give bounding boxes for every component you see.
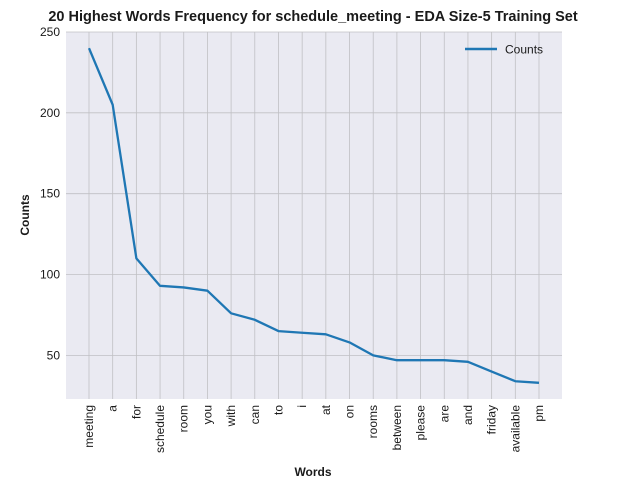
y-tick-label: 150 xyxy=(40,187,60,201)
x-tick-label: you xyxy=(200,405,214,424)
series-line-counts xyxy=(87,47,540,384)
x-tick-label: rooms xyxy=(366,405,380,438)
y-axis-label: Counts xyxy=(18,194,32,236)
x-axis-ticks: meeting a for schedule room you with can to i at on… xyxy=(82,404,546,453)
x-tick-label: are xyxy=(437,405,451,423)
legend: Counts xyxy=(465,43,543,57)
x-tick-label: pm xyxy=(532,405,546,422)
y-tick-label: 50 xyxy=(47,348,61,362)
x-tick-label: meeting xyxy=(82,405,96,448)
grid xyxy=(66,31,562,399)
x-tick-label: on xyxy=(343,405,357,418)
x-tick-label: between xyxy=(390,405,404,450)
y-axis-ticks: 50 100 150 200 250 xyxy=(40,25,60,362)
y-tick-label: 250 xyxy=(40,25,60,39)
x-tick-label: room xyxy=(177,405,191,432)
legend-label-counts: Counts xyxy=(505,43,543,57)
y-tick-label: 100 xyxy=(40,268,60,282)
x-tick-label: available xyxy=(508,405,522,453)
chart-title: 20 Highest Words Frequency for schedule_… xyxy=(48,9,578,25)
x-tick-label: can xyxy=(248,405,262,424)
x-tick-label: i xyxy=(295,405,309,408)
x-axis-label: Words xyxy=(294,465,331,479)
x-tick-label: schedule xyxy=(153,405,167,453)
x-tick-label: at xyxy=(319,404,333,415)
x-tick-label: with xyxy=(224,405,238,427)
y-tick-label: 200 xyxy=(40,106,60,120)
series-group xyxy=(87,47,540,384)
x-tick-label: a xyxy=(106,405,120,412)
x-tick-label: to xyxy=(271,405,285,415)
x-tick-label: friday xyxy=(485,405,499,434)
plot-area xyxy=(66,32,562,399)
x-tick-label: and xyxy=(461,405,475,425)
x-tick-label: for xyxy=(129,405,143,419)
x-tick-label: please xyxy=(414,405,428,441)
